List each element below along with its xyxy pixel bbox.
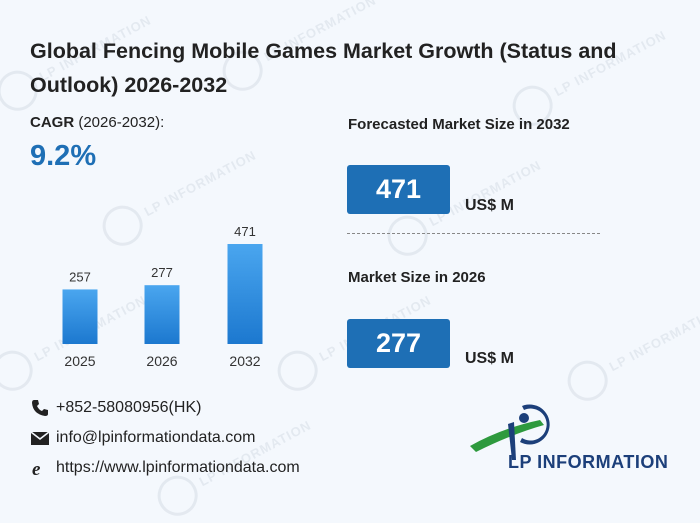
bar-2025 [62,289,98,344]
page-title: Global Fencing Mobile Games Market Growt… [30,39,617,97]
svg-text:e: e [32,459,41,478]
phone-icon [32,400,48,416]
contact-website: e https://www.lpinformationdata.com [30,458,300,478]
bar-chart: 257 2025 277 2026 471 2032 [62,224,263,369]
bar-2026 [144,285,180,344]
watermark: LP INFORMATION [560,292,700,408]
contact-email: info@lpinformationdata.com [30,428,255,448]
x-tick-label-2032: 2032 [229,353,260,369]
x-tick-label-2026: 2026 [146,353,177,369]
website-text[interactable]: https://www.lpinformationdata.com [56,459,300,476]
x-tick-label-2025: 2025 [64,353,95,369]
logo-text: LP INFORMATION [508,452,669,472]
data-label-2026: 277 [151,265,173,280]
forecast-unit: US$ M [465,197,514,214]
divider [347,233,600,234]
forecast-value-box: 471 [347,165,450,214]
internet-explorer-icon: e [32,459,41,478]
email-text[interactable]: info@lpinformationdata.com [56,429,256,446]
data-label-2032: 471 [234,224,256,239]
current-value-box: 277 [347,319,450,368]
current-unit: US$ M [465,350,514,367]
current-label: Market Size in 2026 [348,269,486,286]
email-icon [30,431,50,445]
lp-information-logo [470,404,550,460]
forecast-label: Forecasted Market Size in 2032 [348,116,570,133]
cagr-label: CAGR (2026-2032): [30,114,165,131]
contact-phone: +852-58080956(HK) [30,398,201,418]
data-label-2025: 257 [69,269,91,284]
bar-2032 [227,244,263,344]
cagr-value: 9.2% [30,140,97,172]
phone-text: +852-58080956(HK) [56,399,202,416]
